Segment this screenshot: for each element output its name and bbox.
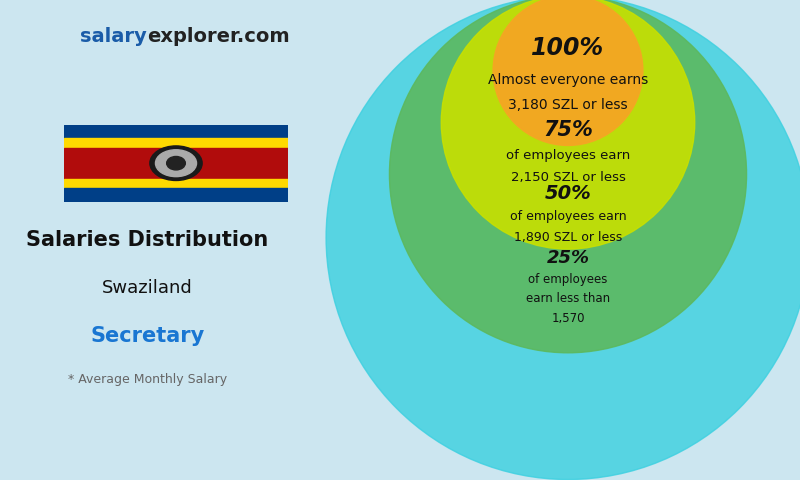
Text: of employees earn: of employees earn xyxy=(506,149,630,162)
Circle shape xyxy=(326,0,800,480)
Text: 2,150 SZL or less: 2,150 SZL or less xyxy=(510,171,626,184)
Text: 1,570: 1,570 xyxy=(551,312,585,325)
Text: explorer.com: explorer.com xyxy=(147,26,290,46)
Ellipse shape xyxy=(155,150,197,177)
Text: Swaziland: Swaziland xyxy=(102,279,193,297)
Text: 3,180 SZL or less: 3,180 SZL or less xyxy=(508,98,628,112)
Text: 50%: 50% xyxy=(545,184,591,204)
Circle shape xyxy=(390,0,746,353)
Text: of employees: of employees xyxy=(528,273,608,286)
Circle shape xyxy=(493,0,643,145)
Text: Salaries Distribution: Salaries Distribution xyxy=(26,230,268,250)
Bar xyxy=(64,188,288,202)
Text: 1,890 SZL or less: 1,890 SZL or less xyxy=(514,231,622,244)
Text: Secretary: Secretary xyxy=(90,326,204,346)
Text: of employees earn: of employees earn xyxy=(510,210,626,223)
Ellipse shape xyxy=(166,156,186,170)
Text: 75%: 75% xyxy=(543,120,593,141)
Text: salary: salary xyxy=(81,26,147,46)
Bar xyxy=(64,148,288,179)
Text: 25%: 25% xyxy=(546,249,590,267)
Ellipse shape xyxy=(150,146,202,180)
Text: 100%: 100% xyxy=(531,36,605,60)
Bar xyxy=(64,179,288,188)
Bar xyxy=(64,138,288,148)
Circle shape xyxy=(442,0,694,249)
Text: earn less than: earn less than xyxy=(526,292,610,305)
Text: * Average Monthly Salary: * Average Monthly Salary xyxy=(68,372,226,386)
Text: Almost everyone earns: Almost everyone earns xyxy=(488,73,648,87)
Bar xyxy=(64,125,288,138)
